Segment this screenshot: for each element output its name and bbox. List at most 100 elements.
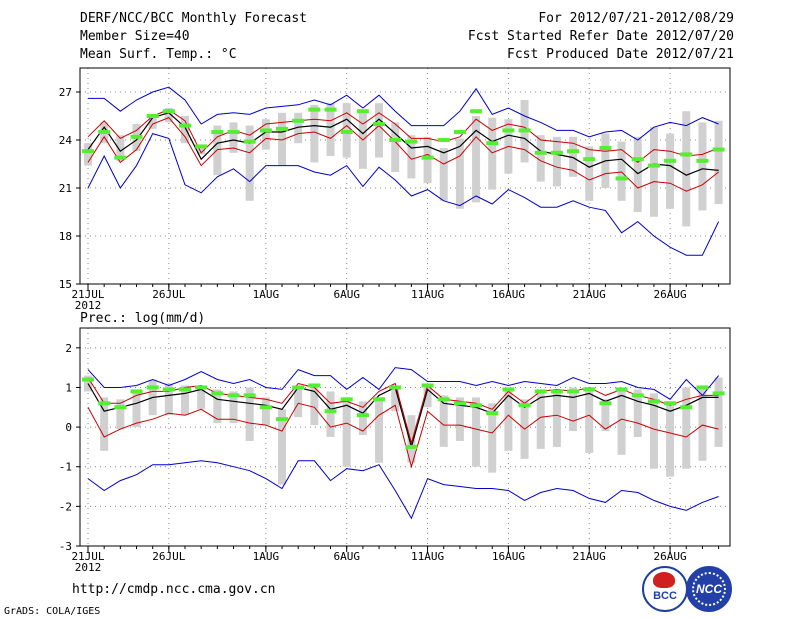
prec-panel-label: Prec.: log(mm/d)	[80, 311, 205, 326]
temp-xtick-label: 1AUG	[253, 288, 280, 301]
chart-title: DERF/NCC/BCC Monthly Forecast	[80, 11, 307, 26]
temp-member-marker	[276, 126, 289, 131]
prec-range-box	[342, 397, 351, 467]
temp-range-box	[181, 116, 190, 144]
prec-ytick-label: -1	[59, 461, 72, 474]
temp-member-marker	[82, 149, 94, 154]
temp-range-box	[698, 122, 707, 211]
temp-range-box	[358, 109, 367, 169]
temp-xtick-label: 6AUG	[333, 288, 360, 301]
temp-member-marker	[567, 149, 580, 154]
prec-range-box	[569, 387, 578, 432]
temp-member-marker	[98, 130, 111, 134]
prec-range-box	[197, 385, 206, 410]
temp-member-marker	[680, 152, 693, 157]
prec-range-box	[375, 397, 384, 463]
temp-range-box	[164, 108, 173, 123]
temp-member-marker	[211, 130, 224, 134]
temp-member-marker	[324, 107, 337, 112]
prec-xtick-label: 11AUG	[411, 550, 444, 563]
temp-frame	[79, 67, 731, 285]
prec-member-marker	[518, 403, 531, 408]
grads-credit: GrADS: COLA/IGES	[4, 606, 101, 617]
bcc-logo-text: BCC	[653, 590, 677, 602]
prec-ytick-label: -3	[59, 540, 72, 553]
prec-range-box	[455, 397, 464, 441]
prec-range-box	[649, 393, 658, 469]
temp-member-marker	[292, 118, 305, 123]
temp-range-box	[391, 122, 400, 172]
temp-min-line	[87, 133, 720, 256]
prec-member-marker	[550, 389, 563, 394]
temp-member-marker	[599, 146, 612, 150]
forecast-produced-date: Fcst Produced Date 2012/07/21	[507, 47, 734, 62]
temp-member-marker	[389, 138, 402, 142]
temp-member-marker	[550, 150, 563, 155]
temp-range-box	[148, 114, 157, 129]
prec-range-box	[261, 397, 270, 426]
temp-range-box	[536, 135, 545, 182]
prec-member-marker	[712, 391, 725, 396]
temp-member-marker	[696, 158, 709, 163]
temp-range-box	[375, 103, 384, 158]
prec-range-box	[633, 389, 642, 437]
temp-member-marker	[259, 128, 272, 133]
temp-member-marker	[712, 147, 725, 152]
prec-xtick-label: 6AUG	[333, 550, 360, 563]
temp-member-marker	[453, 130, 466, 134]
temp-member-marker	[195, 144, 208, 149]
temp-member-marker	[179, 123, 192, 128]
prec-range-box	[84, 375, 92, 392]
prec-min-line	[87, 460, 719, 520]
prec-range-box	[407, 415, 416, 463]
prec-member-marker	[534, 389, 547, 394]
bcc-logo-swirl	[653, 572, 675, 588]
temp-range-box	[569, 136, 578, 177]
temp-range-box	[423, 136, 432, 184]
temp-ytick-label: 21	[59, 182, 72, 195]
temp-member-marker	[146, 114, 159, 118]
temp-member-marker	[162, 109, 175, 114]
temp-range-box	[294, 112, 303, 144]
prec-mean-line	[87, 383, 719, 450]
temp-xtick-label: 26JUL	[152, 288, 185, 301]
prec-ytick-label: 2	[65, 342, 72, 355]
temp-member-marker	[356, 109, 369, 114]
temp-member-marker	[373, 122, 386, 126]
bcc-logo: BCC	[642, 566, 688, 612]
temp-range-box	[439, 148, 448, 201]
prec-member-marker	[631, 393, 644, 398]
temp-member-marker	[583, 157, 596, 162]
temp-ytick-label: 18	[59, 230, 72, 243]
temp-panel: 15 18 21 24 27 21JUL 26JUL 1AUG 6AUG 11AUG 16AUG 21…	[59, 67, 731, 312]
temp-range-box	[633, 136, 642, 212]
prec-range-box	[714, 377, 723, 447]
forecast-start-date: Fcst Started Refer Date 2012/07/20	[467, 29, 734, 44]
prec-range-box	[472, 397, 481, 467]
prec-member-marker	[82, 377, 94, 382]
temp-member-marker	[470, 109, 483, 114]
temp-member-marker	[534, 150, 547, 155]
prec-member-marker	[227, 393, 240, 398]
prec-member-marker	[680, 405, 693, 410]
temp-range-box	[116, 135, 125, 161]
prec-member-marker	[615, 387, 628, 392]
prec-range-box	[488, 403, 497, 473]
prec-member-marker	[373, 397, 386, 402]
prec-member-marker	[276, 417, 289, 422]
prec-member-marker	[567, 389, 580, 394]
prec-range-box	[601, 399, 610, 432]
prec-range-box	[358, 401, 367, 436]
temp-member-marker	[486, 141, 499, 146]
temp-range-box	[326, 103, 335, 156]
prec-range-box	[391, 387, 400, 412]
temp-member-marker	[130, 134, 143, 139]
prec-member-marker	[243, 393, 256, 398]
temp-range-box	[261, 119, 270, 150]
prec-range-box	[536, 389, 545, 449]
temp-member-marker	[664, 158, 677, 163]
temp-ytick-label: 15	[59, 278, 72, 291]
prec-xtick-label: 16AUG	[492, 550, 525, 563]
prec-member-marker	[647, 399, 660, 404]
